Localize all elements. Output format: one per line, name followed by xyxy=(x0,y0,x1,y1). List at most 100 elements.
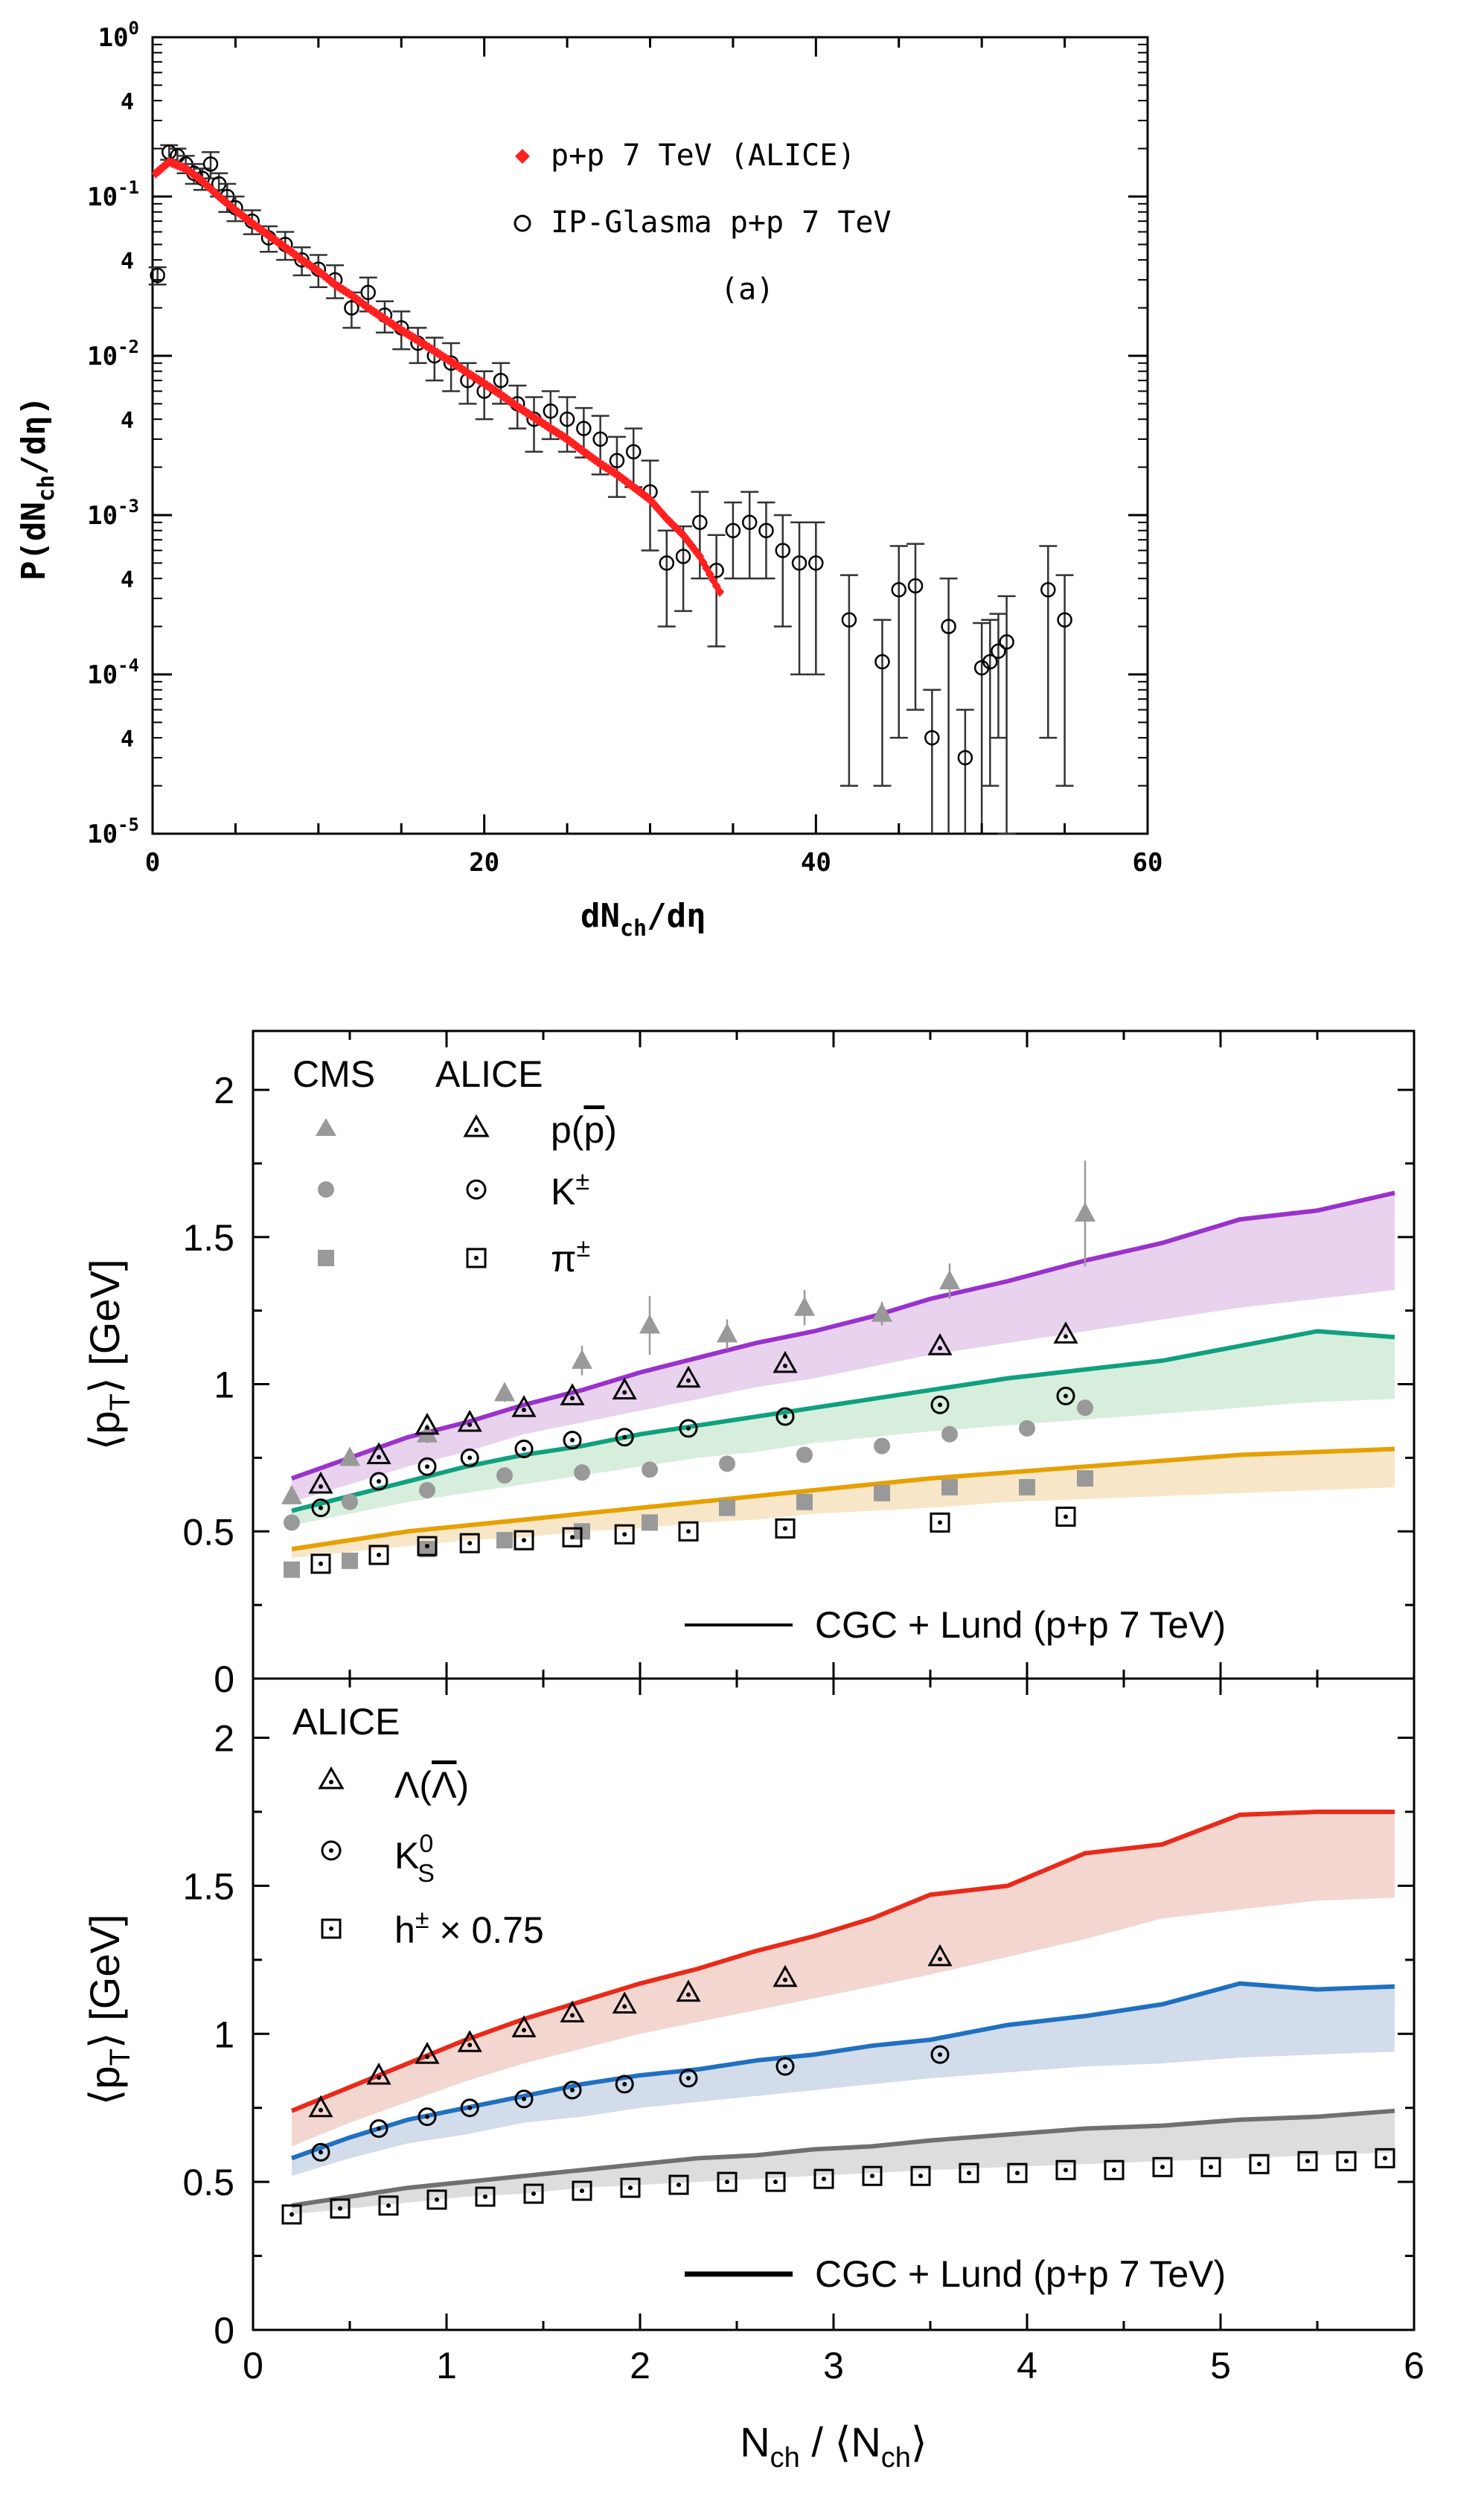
alice-square-dot xyxy=(725,2180,729,2185)
alice-triangle-dot xyxy=(686,1992,691,1997)
cms-proton-point xyxy=(572,1349,592,1369)
alice-square-dot xyxy=(1064,1514,1068,1519)
alice-point xyxy=(715,587,725,598)
alice-square-dot xyxy=(622,1532,627,1537)
alice-triangle-dot xyxy=(938,1346,942,1351)
ipglasma-point xyxy=(625,444,642,460)
alice-circle-point xyxy=(563,2081,582,2100)
alice-circle-point xyxy=(311,2142,330,2162)
cms-kaon-point xyxy=(284,1514,300,1531)
alice-circle-dot xyxy=(783,1414,787,1420)
y-tick-label: 0 xyxy=(214,1658,234,1700)
panel-c: 0 0.5 1 1.5 2 0 1 2 3 4 5 6 ALICE Λ(Λ) K0 S h± × 0.7… xyxy=(81,1677,1424,2474)
legend-model-label-c: CGC + Lund (p+p 7 TeV) xyxy=(815,2253,1226,2295)
alice-triangle-dot xyxy=(425,1425,429,1430)
ipglasma-point xyxy=(907,578,924,594)
alice-square-point xyxy=(813,2168,834,2189)
ipglasma-point xyxy=(924,729,940,746)
legend-hadron-marker xyxy=(321,1918,342,1939)
cms-pion-point xyxy=(941,1478,958,1495)
cms-pion-point xyxy=(342,1552,358,1569)
alice-triangle-dot xyxy=(783,1363,787,1368)
model-band xyxy=(292,1192,1395,1502)
alice-circle-dot xyxy=(377,1479,381,1484)
ipglasma-point xyxy=(493,372,509,389)
alice-square-dot xyxy=(570,1535,575,1540)
y-tick-label: 1 xyxy=(214,1364,234,1406)
alice-circle-point xyxy=(930,1395,950,1414)
alice-triangle-point xyxy=(308,1471,333,1494)
x-tick-label: 0 xyxy=(145,848,160,878)
alice-square-point xyxy=(523,2183,544,2204)
alice-triangle-point xyxy=(457,1409,482,1432)
alice-triangle-point xyxy=(511,2015,537,2037)
alice-square-point xyxy=(1152,2156,1173,2177)
alice-square-dot xyxy=(773,2180,778,2185)
y-tick-label: 0.5 xyxy=(182,1511,234,1553)
alice-square-point xyxy=(620,2177,641,2198)
alice-square-point xyxy=(459,1533,480,1554)
x-tick-label: 60 xyxy=(1133,848,1163,878)
alice-square-point xyxy=(562,1527,583,1548)
alice-circle-dot xyxy=(319,1505,323,1510)
y-axis-label-a: P(dNch/dη) xyxy=(15,396,60,581)
alice-circle-dot xyxy=(467,2105,473,2110)
ipglasma-point xyxy=(957,750,973,766)
ipglasma-point xyxy=(202,156,219,172)
alice-square-point xyxy=(378,2195,399,2216)
panel-a: 0 20 40 60 4 4 4 4 4 100 10-1 10-2 10-3 10-4 10-5 p+p … xyxy=(15,18,1162,942)
alice-triangle-dot xyxy=(377,2075,381,2080)
alice-triangle-dot xyxy=(522,1408,526,1413)
model-band xyxy=(292,1811,1395,2147)
cms-kaon-point xyxy=(1077,1399,1093,1417)
y-tick-label: 10-4 xyxy=(87,655,139,690)
x-tick-label: 0 xyxy=(243,2345,263,2386)
y-minor-label: 4 xyxy=(121,408,134,434)
alice-square-dot xyxy=(522,1538,526,1543)
cms-kaon-point xyxy=(419,1481,435,1498)
alice-square-point xyxy=(717,2171,738,2192)
alice-circle-point xyxy=(775,2057,795,2076)
ipglasma-point xyxy=(543,403,559,419)
alice-circle-point xyxy=(615,1428,634,1447)
alice-square-dot xyxy=(1344,2159,1349,2164)
cms-proton-point xyxy=(871,1302,892,1322)
legend-cms-proton-marker xyxy=(316,1118,336,1136)
alice-square-point xyxy=(1200,2156,1221,2177)
x-axis-label-c: Nch / ⟨Nch⟩ xyxy=(740,2418,927,2474)
ipglasma-point xyxy=(659,555,675,571)
alice-square-point xyxy=(1336,2151,1357,2171)
alice-square-dot xyxy=(677,2183,681,2188)
alice-square-point xyxy=(959,2162,979,2183)
cms-pion-point xyxy=(796,1493,813,1510)
cms-proton-point xyxy=(639,1314,660,1334)
alice-circle-dot xyxy=(570,2087,575,2092)
cms-kaon-point xyxy=(874,1437,890,1455)
ipglasma-point xyxy=(150,267,165,284)
legend-kaon-label: K± xyxy=(551,1167,589,1213)
alice-square-dot xyxy=(628,2185,633,2191)
alice-triangle-point xyxy=(676,1979,701,2002)
model-band xyxy=(292,1983,1395,2177)
ipglasma-point xyxy=(982,654,998,670)
y-tick-label: 1 xyxy=(214,2014,234,2055)
alice-circle-dot xyxy=(522,2096,526,2101)
alice-triangle-dot xyxy=(783,1977,787,1982)
alice-square-dot xyxy=(483,2194,487,2200)
cms-pion-point xyxy=(284,1561,300,1578)
y-minor-label: 4 xyxy=(121,567,134,593)
alice-triangle-dot xyxy=(467,1422,473,1427)
cms-pion-point xyxy=(642,1514,658,1531)
legend-proton-label: p(p) xyxy=(551,1109,617,1151)
alice-circle-dot xyxy=(783,2064,787,2069)
alice-circle-dot xyxy=(938,1402,942,1408)
alice-square-dot xyxy=(377,1552,381,1557)
model-line xyxy=(290,1190,1395,1481)
y-minor-label: 4 xyxy=(121,249,134,275)
alice-triangle-point xyxy=(773,1350,798,1373)
ipglasma-point xyxy=(1057,612,1072,628)
alice-square-dot xyxy=(967,2171,971,2176)
ipglasma-point xyxy=(725,523,741,538)
alice-circle-point xyxy=(369,1472,388,1491)
y-tick-label: 10-1 xyxy=(87,177,139,212)
